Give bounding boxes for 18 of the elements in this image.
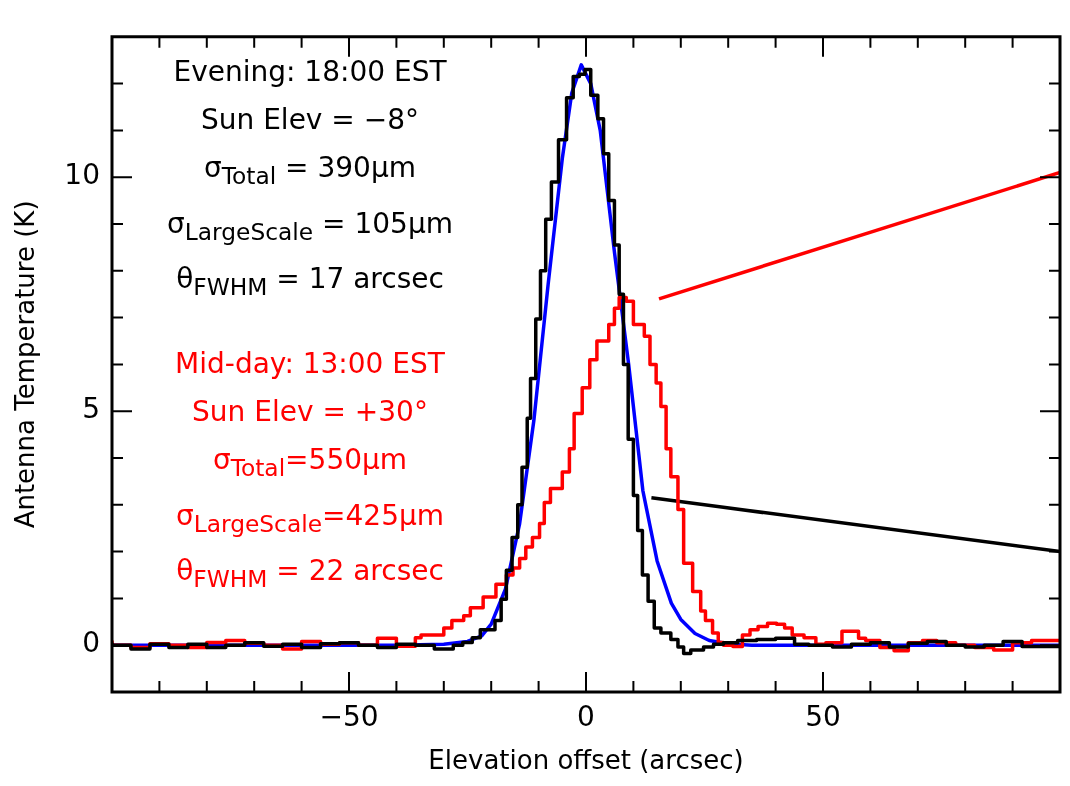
annotation: Sun Elev = −8° — [200, 102, 420, 138]
annotation: Sun Elev = +30° — [191, 394, 429, 430]
annotation: σ$_{LargeScale}$=425μm — [174, 497, 446, 540]
annotation: σ$_{LargeScale}$ = 105μm — [166, 205, 454, 248]
legend-label: Evening: 18:00 EST — [172, 54, 448, 90]
annotation: θ$_{FWHM}$ = 17 arcsec — [175, 261, 445, 303]
annotation: θ$_{FWHM}$ = 22 arcsec — [175, 553, 445, 595]
x-tick-label: 50 — [805, 700, 841, 734]
y-axis-title: Antenna Temperature (K) — [10, 200, 41, 529]
y-tick-label: 10 — [64, 158, 100, 192]
x-axis-title: Elevation offset (arcsec) — [428, 745, 744, 776]
y-tick-label: 0 — [82, 626, 100, 660]
x-tick-label: −50 — [319, 700, 379, 734]
annotation: σ$_{Total}$ = 390μm — [203, 150, 417, 192]
annotation: σ$_{Total}$=550μm — [211, 442, 409, 484]
text: Mid-day: 13:00 EST — [174, 346, 446, 382]
y-tick-label: 5 — [82, 392, 100, 426]
x-tick-label: 0 — [577, 700, 595, 734]
